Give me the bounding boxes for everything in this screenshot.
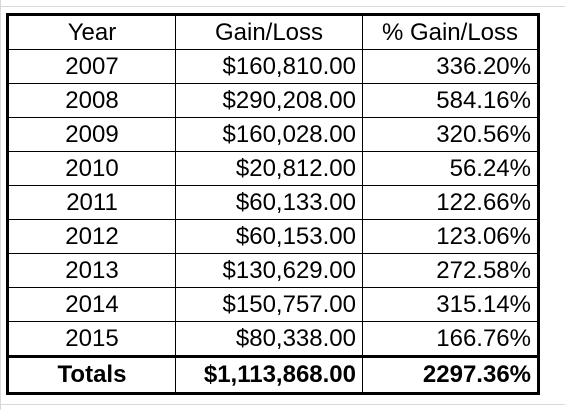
gridline [0, 0, 1, 410]
year-cell[interactable]: 2008 [7, 83, 176, 118]
gain-cell[interactable]: $60,133.00 [175, 185, 363, 220]
year-cell[interactable]: 2015 [7, 321, 176, 357]
table-row: 2015 $80,338.00 166.76% [7, 321, 539, 357]
header-pct-gain-loss[interactable]: % Gain/Loss [362, 14, 539, 50]
year-cell[interactable]: 2007 [7, 49, 176, 84]
pct-cell[interactable]: 584.16% [362, 83, 539, 118]
year-cell[interactable]: 2012 [7, 219, 176, 254]
gain-cell[interactable]: $290,208.00 [175, 83, 363, 118]
gain-cell[interactable]: $160,810.00 [175, 49, 363, 84]
totals-row: Totals $1,113,868.00 2297.36% [7, 355, 539, 394]
gain-cell[interactable]: $160,028.00 [175, 117, 363, 152]
gridline [0, 404, 565, 405]
totals-label-cell[interactable]: Totals [7, 355, 176, 394]
table-row: 2009 $160,028.00 320.56% [7, 117, 539, 152]
gain-cell[interactable]: $60,153.00 [175, 219, 363, 254]
header-row: Year Gain/Loss % Gain/Loss [7, 14, 539, 50]
pct-cell[interactable]: 56.24% [362, 151, 539, 186]
totals-pct-cell[interactable]: 2297.36% [362, 355, 539, 394]
table-row: 2007 $160,810.00 336.20% [7, 49, 539, 84]
table-row: 2012 $60,153.00 123.06% [7, 219, 539, 254]
totals-gain-cell[interactable]: $1,113,868.00 [175, 355, 363, 394]
table-row: 2008 $290,208.00 584.16% [7, 83, 539, 118]
table-row: 2011 $60,133.00 122.66% [7, 185, 539, 220]
pct-cell[interactable]: 166.76% [362, 321, 539, 357]
pct-cell[interactable]: 272.58% [362, 253, 539, 288]
year-cell[interactable]: 2014 [7, 287, 176, 322]
gain-loss-table: Year Gain/Loss % Gain/Loss 2007 $160,810… [6, 13, 540, 395]
header-year[interactable]: Year [7, 14, 176, 50]
year-cell[interactable]: 2011 [7, 185, 176, 220]
header-gain-loss[interactable]: Gain/Loss [175, 14, 363, 50]
pct-cell[interactable]: 320.56% [362, 117, 539, 152]
gain-cell[interactable]: $130,629.00 [175, 253, 363, 288]
year-cell[interactable]: 2010 [7, 151, 176, 186]
year-cell[interactable]: 2009 [7, 117, 176, 152]
pct-cell[interactable]: 123.06% [362, 219, 539, 254]
gain-cell[interactable]: $80,338.00 [175, 321, 363, 357]
table-row: 2010 $20,812.00 56.24% [7, 151, 539, 186]
table-row: 2013 $130,629.00 272.58% [7, 253, 539, 288]
pct-cell[interactable]: 315.14% [362, 287, 539, 322]
table-row: 2014 $150,757.00 315.14% [7, 287, 539, 322]
pct-cell[interactable]: 336.20% [362, 49, 539, 84]
pct-cell[interactable]: 122.66% [362, 185, 539, 220]
year-cell[interactable]: 2013 [7, 253, 176, 288]
gain-cell[interactable]: $20,812.00 [175, 151, 363, 186]
gain-cell[interactable]: $150,757.00 [175, 287, 363, 322]
gridline [0, 6, 565, 7]
